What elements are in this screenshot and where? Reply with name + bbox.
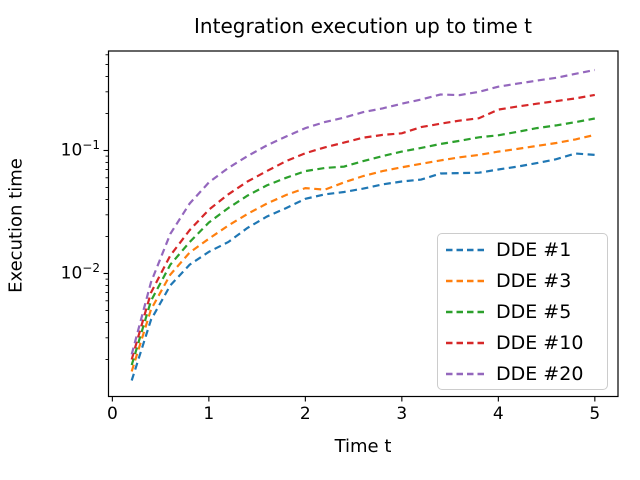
x-axis-label: Time t [334, 436, 392, 457]
x-tick-label: 0 [106, 404, 118, 424]
legend-line-sample-icon [446, 279, 486, 282]
legend-item: DDE #1 [446, 239, 599, 261]
legend-label: DDE #1 [496, 238, 572, 261]
chart-title: Integration execution up to time t [194, 14, 532, 38]
legend: DDE #1 DDE #3 DDE #5 DDE #10 DDE #20 [437, 233, 608, 390]
x-tick-label: 2 [299, 404, 311, 424]
legend-line-sample-icon [446, 248, 486, 251]
x-tick-label: 1 [203, 404, 215, 424]
legend-item: DDE #10 [446, 332, 599, 354]
series-line-dde-5 [130, 117, 596, 366]
x-tick-label: 4 [492, 404, 504, 424]
legend-item: DDE #3 [446, 270, 599, 292]
series-line-dde-3 [130, 133, 596, 372]
y-tick-label: 10−1 [60, 138, 100, 162]
series-line-dde-20 [130, 68, 596, 355]
y-tick-label: 10−2 [60, 261, 100, 285]
legend-label: DDE #3 [496, 269, 572, 292]
x-tick-label: 5 [589, 404, 601, 424]
legend-line-sample-icon [446, 372, 486, 375]
axes-spines [107, 50, 619, 398]
legend-item: DDE #5 [446, 301, 599, 323]
legend-item: DDE #20 [446, 363, 599, 385]
series-line-dde-1 [130, 152, 595, 381]
legend-label: DDE #20 [496, 362, 584, 385]
legend-line-sample-icon [446, 310, 486, 313]
y-axis-label: Execution time [5, 158, 27, 293]
x-tick-label: 3 [396, 404, 408, 424]
legend-label: DDE #5 [496, 300, 572, 323]
legend-line-sample-icon [446, 341, 486, 344]
legend-label: DDE #10 [496, 331, 584, 354]
